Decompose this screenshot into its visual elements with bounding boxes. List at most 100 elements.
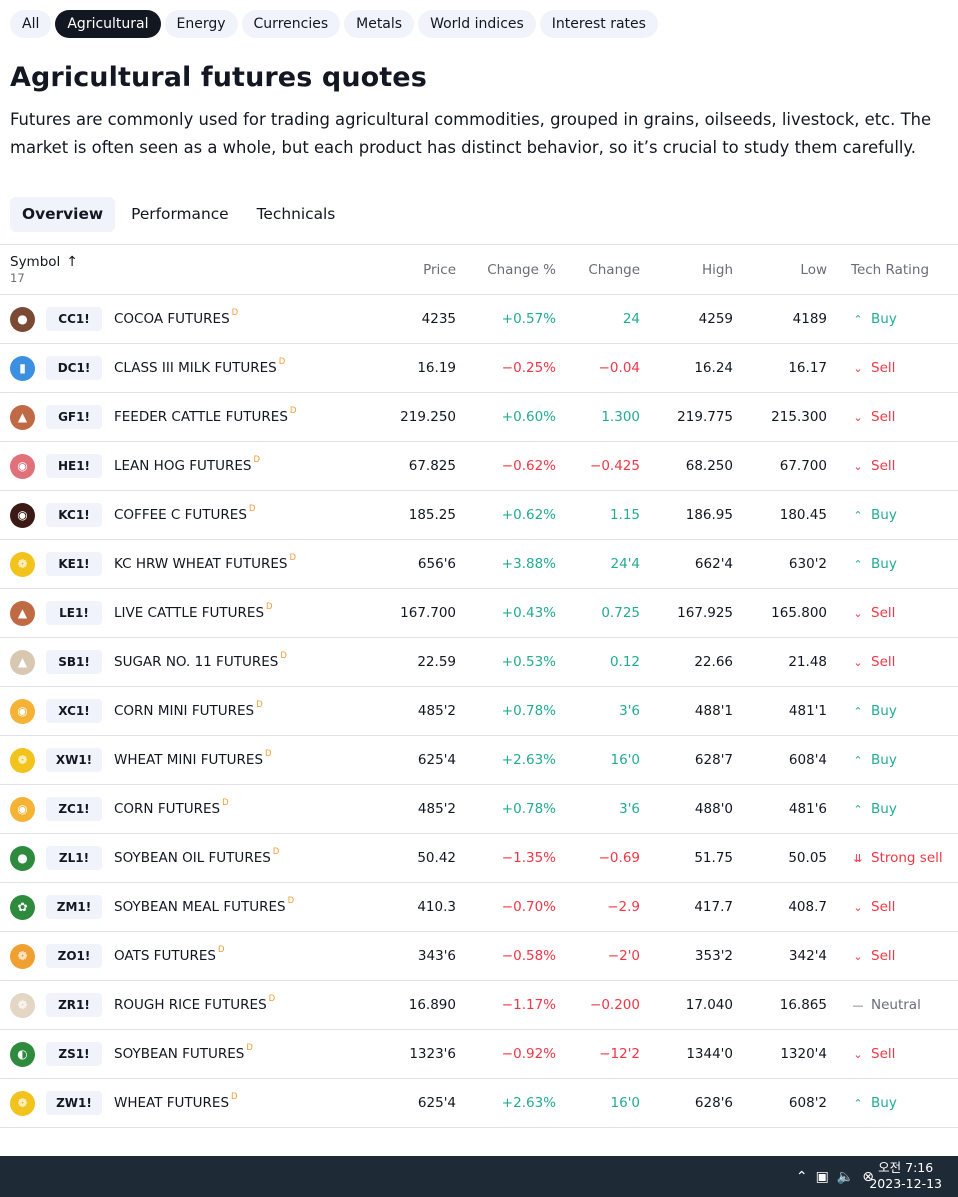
- table-row[interactable]: ▲ SB1! SUGAR NO. 11 FUTURES D 22.59 +0.53% 0.1…: [0, 638, 958, 687]
- pill-all[interactable]: All: [10, 10, 52, 38]
- table-row[interactable]: ◉ XC1! CORN MINI FUTURES D 485'2 +0.78% 3'6 488…: [0, 687, 958, 736]
- table-row[interactable]: ▮ DC1! CLASS III MILK FUTURES D 16.19 −0.25% −…: [0, 344, 958, 393]
- symbol-name[interactable]: WHEAT FUTURES: [114, 1095, 230, 1111]
- symbol-logo[interactable]: ▲: [10, 589, 35, 637]
- close-circle-icon[interactable]: ⊗: [862, 1168, 874, 1185]
- symbol-name-cell[interactable]: LEAN HOG FUTURES D: [114, 442, 260, 490]
- pill-currencies[interactable]: Currencies: [241, 10, 341, 38]
- symbol-logo[interactable]: ◉: [10, 442, 35, 490]
- symbol-name[interactable]: FEEDER CATTLE FUTURES: [114, 409, 288, 425]
- symbol-logo[interactable]: ❁: [10, 736, 35, 784]
- ticker-badge[interactable]: HE1!: [46, 454, 102, 478]
- symbol-name-cell[interactable]: FEEDER CATTLE FUTURES D: [114, 393, 296, 441]
- symbol-name-cell[interactable]: ROUGH RICE FUTURES D: [114, 981, 275, 1029]
- symbol-name-cell[interactable]: SOYBEAN OIL FUTURES D: [114, 834, 279, 882]
- high-column-header[interactable]: High: [701, 261, 733, 278]
- symbol-name-cell[interactable]: SOYBEAN FUTURES D: [114, 1030, 253, 1078]
- symbol-name[interactable]: WHEAT MINI FUTURES: [114, 752, 264, 768]
- table-row[interactable]: ❁ XW1! WHEAT MINI FUTURES D 625'4 +2.63% 16'0 6…: [0, 736, 958, 785]
- symbol-name-cell[interactable]: LIVE CATTLE FUTURES D: [114, 589, 273, 637]
- symbol-name-cell[interactable]: CORN MINI FUTURES D: [114, 687, 263, 735]
- ticker-badge[interactable]: XC1!: [46, 699, 102, 723]
- ticker-badge[interactable]: KE1!: [46, 552, 102, 576]
- symbol-name[interactable]: CORN FUTURES: [114, 801, 221, 817]
- symbol-logo[interactable]: ❁: [10, 981, 35, 1029]
- symbol-logo[interactable]: ◐: [10, 1030, 35, 1078]
- speaker-icon[interactable]: 🔈: [836, 1168, 855, 1185]
- table-row[interactable]: ❁ ZW1! WHEAT FUTURES D 625'4 +2.63% 16'0 628'6 6…: [0, 1079, 958, 1128]
- table-row[interactable]: ◉ KC1! COFFEE C FUTURES D 185.25 +0.62% 1.15 18…: [0, 491, 958, 540]
- pill-energy[interactable]: Energy: [164, 10, 238, 38]
- table-row[interactable]: ❁ ZR1! ROUGH RICE FUTURES D 16.890 −1.17% −0.2…: [0, 981, 958, 1030]
- symbol-logo[interactable]: ❁: [10, 540, 35, 588]
- tab-technicals[interactable]: Technicals: [256, 205, 336, 223]
- ticker-badge[interactable]: SB1!: [46, 650, 102, 674]
- symbol-logo[interactable]: ✿: [10, 883, 35, 931]
- symbol-logo[interactable]: ◉: [10, 491, 35, 539]
- low-column-header[interactable]: Low: [800, 261, 827, 278]
- symbol-name[interactable]: LEAN HOG FUTURES: [114, 458, 252, 474]
- change-percent-column-header[interactable]: Change %: [487, 261, 556, 278]
- symbol-name[interactable]: CLASS III MILK FUTURES: [114, 360, 277, 376]
- symbol-logo[interactable]: ▲: [10, 638, 35, 686]
- symbol-name[interactable]: SUGAR NO. 11 FUTURES: [114, 654, 279, 670]
- symbol-logo[interactable]: ●: [10, 295, 35, 343]
- symbol-name-cell[interactable]: KC HRW WHEAT FUTURES D: [114, 540, 296, 588]
- symbol-name[interactable]: CORN MINI FUTURES: [114, 703, 255, 719]
- taskbar-clock[interactable]: 오전 7:16 2023-12-13: [869, 1160, 942, 1192]
- change-column-header[interactable]: Change: [588, 261, 640, 278]
- ticker-badge[interactable]: ZW1!: [46, 1091, 102, 1115]
- ticker-badge[interactable]: GF1!: [46, 405, 102, 429]
- table-row[interactable]: ❁ KE1! KC HRW WHEAT FUTURES D 656'6 +3.88% 24'…: [0, 540, 958, 589]
- symbol-name-cell[interactable]: COFFEE C FUTURES D: [114, 491, 255, 539]
- symbol-name[interactable]: KC HRW WHEAT FUTURES: [114, 556, 288, 572]
- symbol-name[interactable]: COFFEE C FUTURES: [114, 507, 247, 523]
- symbol-logo[interactable]: ▮: [10, 344, 35, 392]
- symbol-name[interactable]: SOYBEAN OIL FUTURES: [114, 850, 271, 866]
- table-row[interactable]: ◉ ZC1! CORN FUTURES D 485'2 +0.78% 3'6 488'0 481…: [0, 785, 958, 834]
- tech-rating-column-header[interactable]: Tech Rating: [851, 261, 930, 278]
- symbol-logo[interactable]: ❁: [10, 1079, 35, 1127]
- chevron-up-icon[interactable]: ⌃: [795, 1168, 808, 1185]
- symbol-name-cell[interactable]: SOYBEAN MEAL FUTURES D: [114, 883, 294, 931]
- table-row[interactable]: ▲ LE1! LIVE CATTLE FUTURES D 167.700 +0.43% 0.…: [0, 589, 958, 638]
- symbol-logo[interactable]: ◉: [10, 785, 35, 833]
- network-icon[interactable]: ▣: [815, 1168, 829, 1185]
- pill-world-indices[interactable]: World indices: [418, 10, 536, 38]
- table-row[interactable]: ◉ HE1! LEAN HOG FUTURES D 67.825 −0.62% −0.425…: [0, 442, 958, 491]
- symbol-name-cell[interactable]: WHEAT FUTURES D: [114, 1079, 238, 1127]
- table-row[interactable]: ✿ ZM1! SOYBEAN MEAL FUTURES D 410.3 −0.70% −2.…: [0, 883, 958, 932]
- ticker-badge[interactable]: CC1!: [46, 307, 102, 331]
- symbol-name[interactable]: SOYBEAN FUTURES: [114, 1046, 245, 1062]
- symbol-name[interactable]: ROUGH RICE FUTURES: [114, 997, 267, 1013]
- symbol-name[interactable]: SOYBEAN MEAL FUTURES: [114, 899, 286, 915]
- tab-performance[interactable]: Performance: [131, 205, 229, 223]
- ticker-badge[interactable]: XW1!: [46, 748, 102, 772]
- symbol-name[interactable]: OATS FUTURES: [114, 948, 216, 964]
- symbol-name-cell[interactable]: SUGAR NO. 11 FUTURES D: [114, 638, 287, 686]
- table-row[interactable]: ● CC1! COCOA FUTURES D 4235 +0.57% 24 4259 4189 ⌃…: [0, 295, 958, 344]
- table-row[interactable]: ● ZL1! SOYBEAN OIL FUTURES D 50.42 −1.35% −0.6…: [0, 834, 958, 883]
- pill-agricultural[interactable]: Agricultural: [55, 10, 161, 38]
- symbol-logo[interactable]: ◉: [10, 687, 35, 735]
- tab-overview[interactable]: Overview: [10, 197, 116, 232]
- symbol-name[interactable]: COCOA FUTURES: [114, 311, 230, 327]
- ticker-badge[interactable]: DC1!: [46, 356, 102, 380]
- ticker-badge[interactable]: ZO1!: [46, 944, 102, 968]
- pill-metals[interactable]: Metals: [344, 10, 415, 38]
- ticker-badge[interactable]: LE1!: [46, 601, 102, 625]
- symbol-logo[interactable]: ❁: [10, 932, 35, 980]
- symbol-name-cell[interactable]: COCOA FUTURES D: [114, 295, 238, 343]
- ticker-badge[interactable]: KC1!: [46, 503, 102, 527]
- symbol-logo[interactable]: ●: [10, 834, 35, 882]
- pill-interest-rates[interactable]: Interest rates: [539, 10, 658, 38]
- symbol-name-cell[interactable]: CLASS III MILK FUTURES D: [114, 344, 285, 392]
- symbol-name-cell[interactable]: CORN FUTURES D: [114, 785, 229, 833]
- table-row[interactable]: ▲ GF1! FEEDER CATTLE FUTURES D 219.250 +0.60%…: [0, 393, 958, 442]
- table-row[interactable]: ❁ ZO1! OATS FUTURES D 343'6 −0.58% −2'0 353'2 34…: [0, 932, 958, 981]
- ticker-badge[interactable]: ZM1!: [46, 895, 102, 919]
- symbol-name-cell[interactable]: OATS FUTURES D: [114, 932, 224, 980]
- price-column-header[interactable]: Price: [423, 261, 456, 278]
- symbol-name[interactable]: LIVE CATTLE FUTURES: [114, 605, 265, 621]
- ticker-badge[interactable]: ZS1!: [46, 1042, 102, 1066]
